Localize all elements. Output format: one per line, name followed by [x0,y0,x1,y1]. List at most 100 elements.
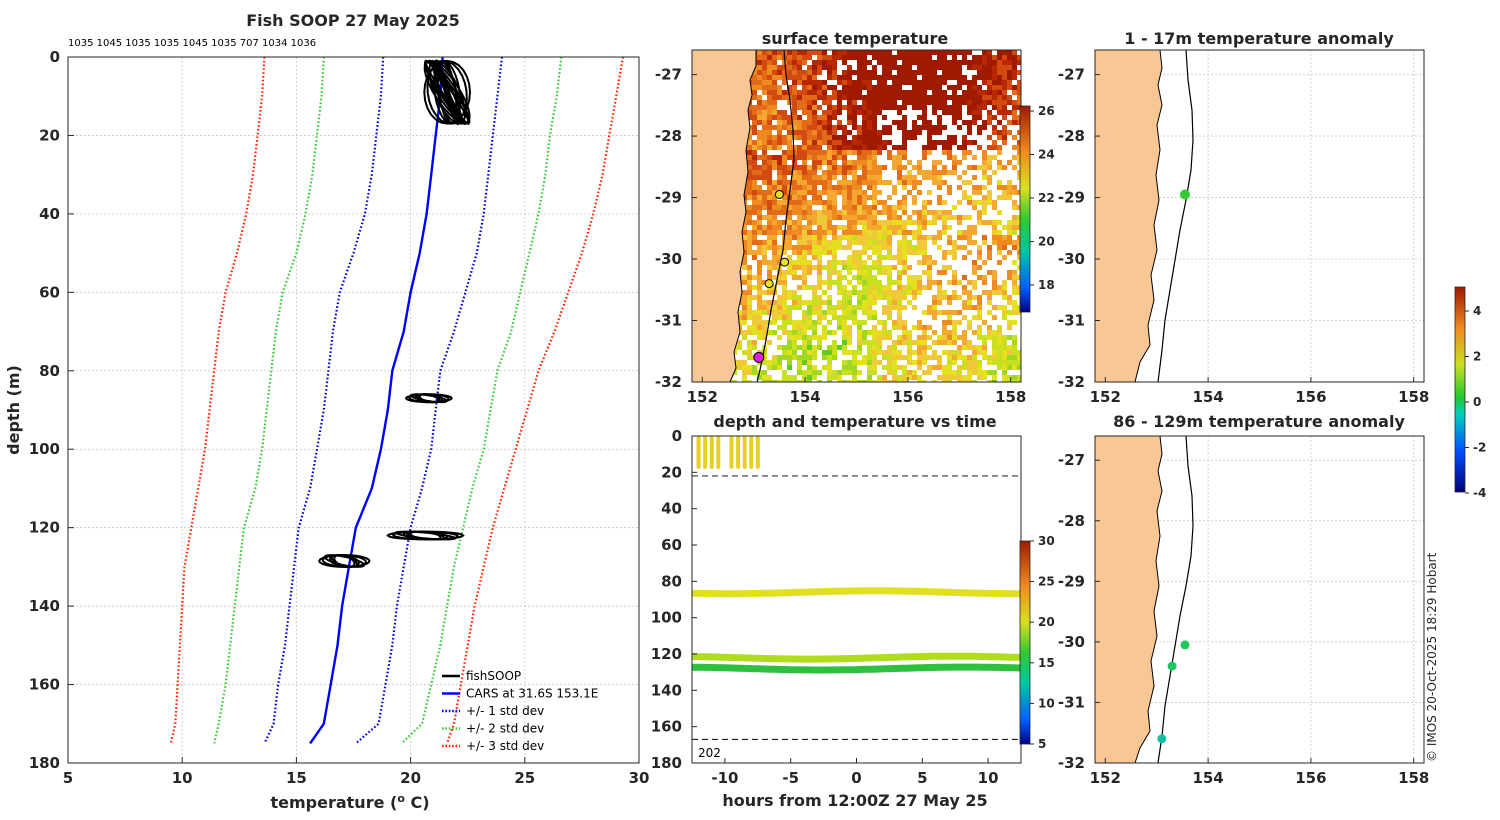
sst-cell [867,120,872,125]
sst-cell [902,195,907,200]
sst-cell [772,380,777,382]
sst-cell [1002,305,1007,310]
sst-cell [997,55,1002,60]
sst-cell [947,310,952,315]
sst-cell [857,195,862,200]
sst-cell [887,295,892,300]
sst-cell [972,355,977,360]
sst-cell [877,85,882,90]
sst-cell [897,340,902,345]
sst-cell [882,225,887,230]
sst-cell [872,170,877,175]
sst-cell [762,160,767,165]
sst-cell [812,145,817,150]
sst-cell [872,195,877,200]
sst-cell [782,245,787,250]
sst-cell [872,365,877,370]
sst-cell [882,320,887,325]
sst-cell [842,245,847,250]
sst-cell [862,335,867,340]
sst-cell [942,140,947,145]
sst-cell [907,340,912,345]
sst-cell [777,50,782,55]
sst-cell [932,130,937,135]
sst-cell [787,355,792,360]
sst-cell [862,110,867,115]
sst-cell [1017,150,1021,155]
sst-cell [1012,120,1017,125]
sst-cell [932,365,937,370]
sst-cell [907,360,912,365]
sst-cell [797,165,802,170]
sst-cell [777,210,782,215]
sst-cell [802,90,807,95]
sst-cell [757,190,762,195]
sst-cell [782,160,787,165]
sst-cell [947,190,952,195]
sst-cell [827,375,832,380]
sst-cell [982,70,987,75]
sst-cell [967,370,972,375]
sst-cell [902,250,907,255]
sst-cell [1017,95,1021,100]
sst-cell [867,350,872,355]
sst-cell [897,355,902,360]
sst-cell [992,335,997,340]
x-tick-label: 15 [286,769,307,787]
sst-cell [877,285,882,290]
sst-cell [877,210,882,215]
sst-cell [797,260,802,265]
sst-cell [1017,130,1021,135]
sst-cell [977,215,982,220]
sst-cell [957,145,962,150]
sst-cell [757,245,762,250]
sst-cell [817,105,822,110]
sst-cell [852,165,857,170]
sst-cell [1007,365,1012,370]
sst-cell [962,50,967,55]
sst-cell [897,280,902,285]
sst-cell [812,255,817,260]
sst-cell [872,260,877,265]
sst-cell [827,200,832,205]
sst-cell [767,305,772,310]
sst-cell [772,190,777,195]
sst-cell [987,160,992,165]
sst-cell [827,130,832,135]
sst-cell [947,295,952,300]
sst-cell [747,330,752,335]
sst-cell [862,100,867,105]
sst-cell [862,165,867,170]
sst-cell [942,225,947,230]
sst-cell [982,340,987,345]
sst-cell [897,305,902,310]
sst-cell [812,70,817,75]
sst-cell [972,80,977,85]
sst-cell [897,255,902,260]
sst-cell [997,100,1002,105]
sst-cell [827,245,832,250]
sst-cell [837,170,842,175]
sst-cell [987,290,992,295]
sst-cell [757,325,762,330]
sst-cell [857,175,862,180]
sst-cell [767,290,772,295]
sst-cell [907,230,912,235]
sst-cell [1017,215,1021,220]
sst-cell [802,120,807,125]
sst-cell [757,50,762,55]
sst-cell [767,100,772,105]
sst-cell [842,90,847,95]
sst-cell [927,260,932,265]
sst-cell [762,145,767,150]
sst-cell [1012,380,1017,382]
sst-cell [947,250,952,255]
sst-cell [1007,80,1012,85]
sst-cell [947,330,952,335]
sst-cell [802,225,807,230]
sst-cell [912,75,917,80]
sst-cell [797,205,802,210]
sst-cell [977,100,982,105]
sst-cell [857,240,862,245]
sst-cell [782,240,787,245]
